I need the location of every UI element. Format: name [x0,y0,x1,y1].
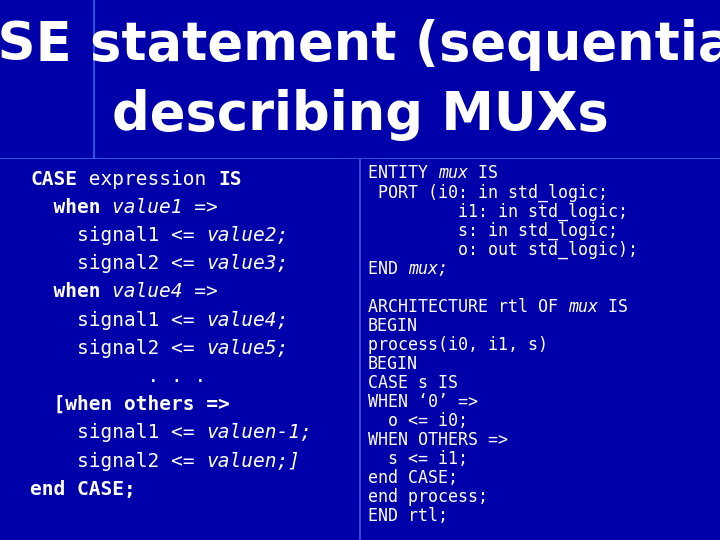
Text: mux;: mux; [408,260,448,278]
Text: end process;: end process; [368,488,488,506]
Text: WHEN ‘0’ =>: WHEN ‘0’ => [368,393,478,411]
Text: value4 =>: value4 => [112,282,218,301]
Text: o <= i0;: o <= i0; [368,412,468,430]
Text: PORT (i0: in std_logic;: PORT (i0: in std_logic; [368,183,608,201]
Text: when: when [30,198,112,217]
Text: CASE s IS: CASE s IS [368,374,458,392]
Text: [when others =>: [when others => [30,395,230,414]
Text: end CASE;: end CASE; [30,480,136,499]
Text: signal2 <=: signal2 <= [30,339,206,357]
Text: describing MUXs: describing MUXs [112,89,608,141]
Text: value2;: value2; [206,226,289,245]
Text: value4;: value4; [206,310,289,329]
Text: mux: mux [438,164,468,183]
Text: CASE statement (sequential)–: CASE statement (sequential)– [0,18,720,71]
Text: s: in std_logic;: s: in std_logic; [368,221,618,240]
Text: value5;: value5; [206,339,289,357]
Text: signal2 <=: signal2 <= [30,254,206,273]
Text: signal1 <=: signal1 <= [30,310,206,329]
Text: END: END [368,260,408,278]
Text: . . .: . . . [30,367,206,386]
Text: signal1 <=: signal1 <= [30,423,206,442]
Text: BEGIN: BEGIN [368,316,418,335]
Text: signal2 <=: signal2 <= [30,451,206,470]
Text: CASE: CASE [30,170,77,188]
Text: END rtl;: END rtl; [368,507,448,525]
Text: value3;: value3; [206,254,289,273]
Text: signal1 <=: signal1 <= [30,226,206,245]
Text: IS: IS [598,298,628,316]
Text: ARCHITECTURE rtl OF: ARCHITECTURE rtl OF [368,298,568,316]
Text: valuen;]: valuen;] [206,451,300,470]
Text: mux: mux [568,298,598,316]
Text: value1 =>: value1 => [112,198,218,217]
Text: BEGIN: BEGIN [368,355,418,373]
Text: ENTITY: ENTITY [368,164,438,183]
Text: valuen-1;: valuen-1; [206,423,312,442]
Text: when: when [30,282,112,301]
Text: o: out std_logic);: o: out std_logic); [368,240,638,259]
Text: s <= i1;: s <= i1; [368,450,468,468]
Text: WHEN OTHERS =>: WHEN OTHERS => [368,431,508,449]
Text: IS: IS [468,164,498,183]
Text: end CASE;: end CASE; [368,469,458,487]
Text: i1: in std_logic;: i1: in std_logic; [368,202,628,221]
Text: process(i0, i1, s): process(i0, i1, s) [368,336,548,354]
Text: IS: IS [218,170,241,188]
Text: expression: expression [77,170,218,188]
